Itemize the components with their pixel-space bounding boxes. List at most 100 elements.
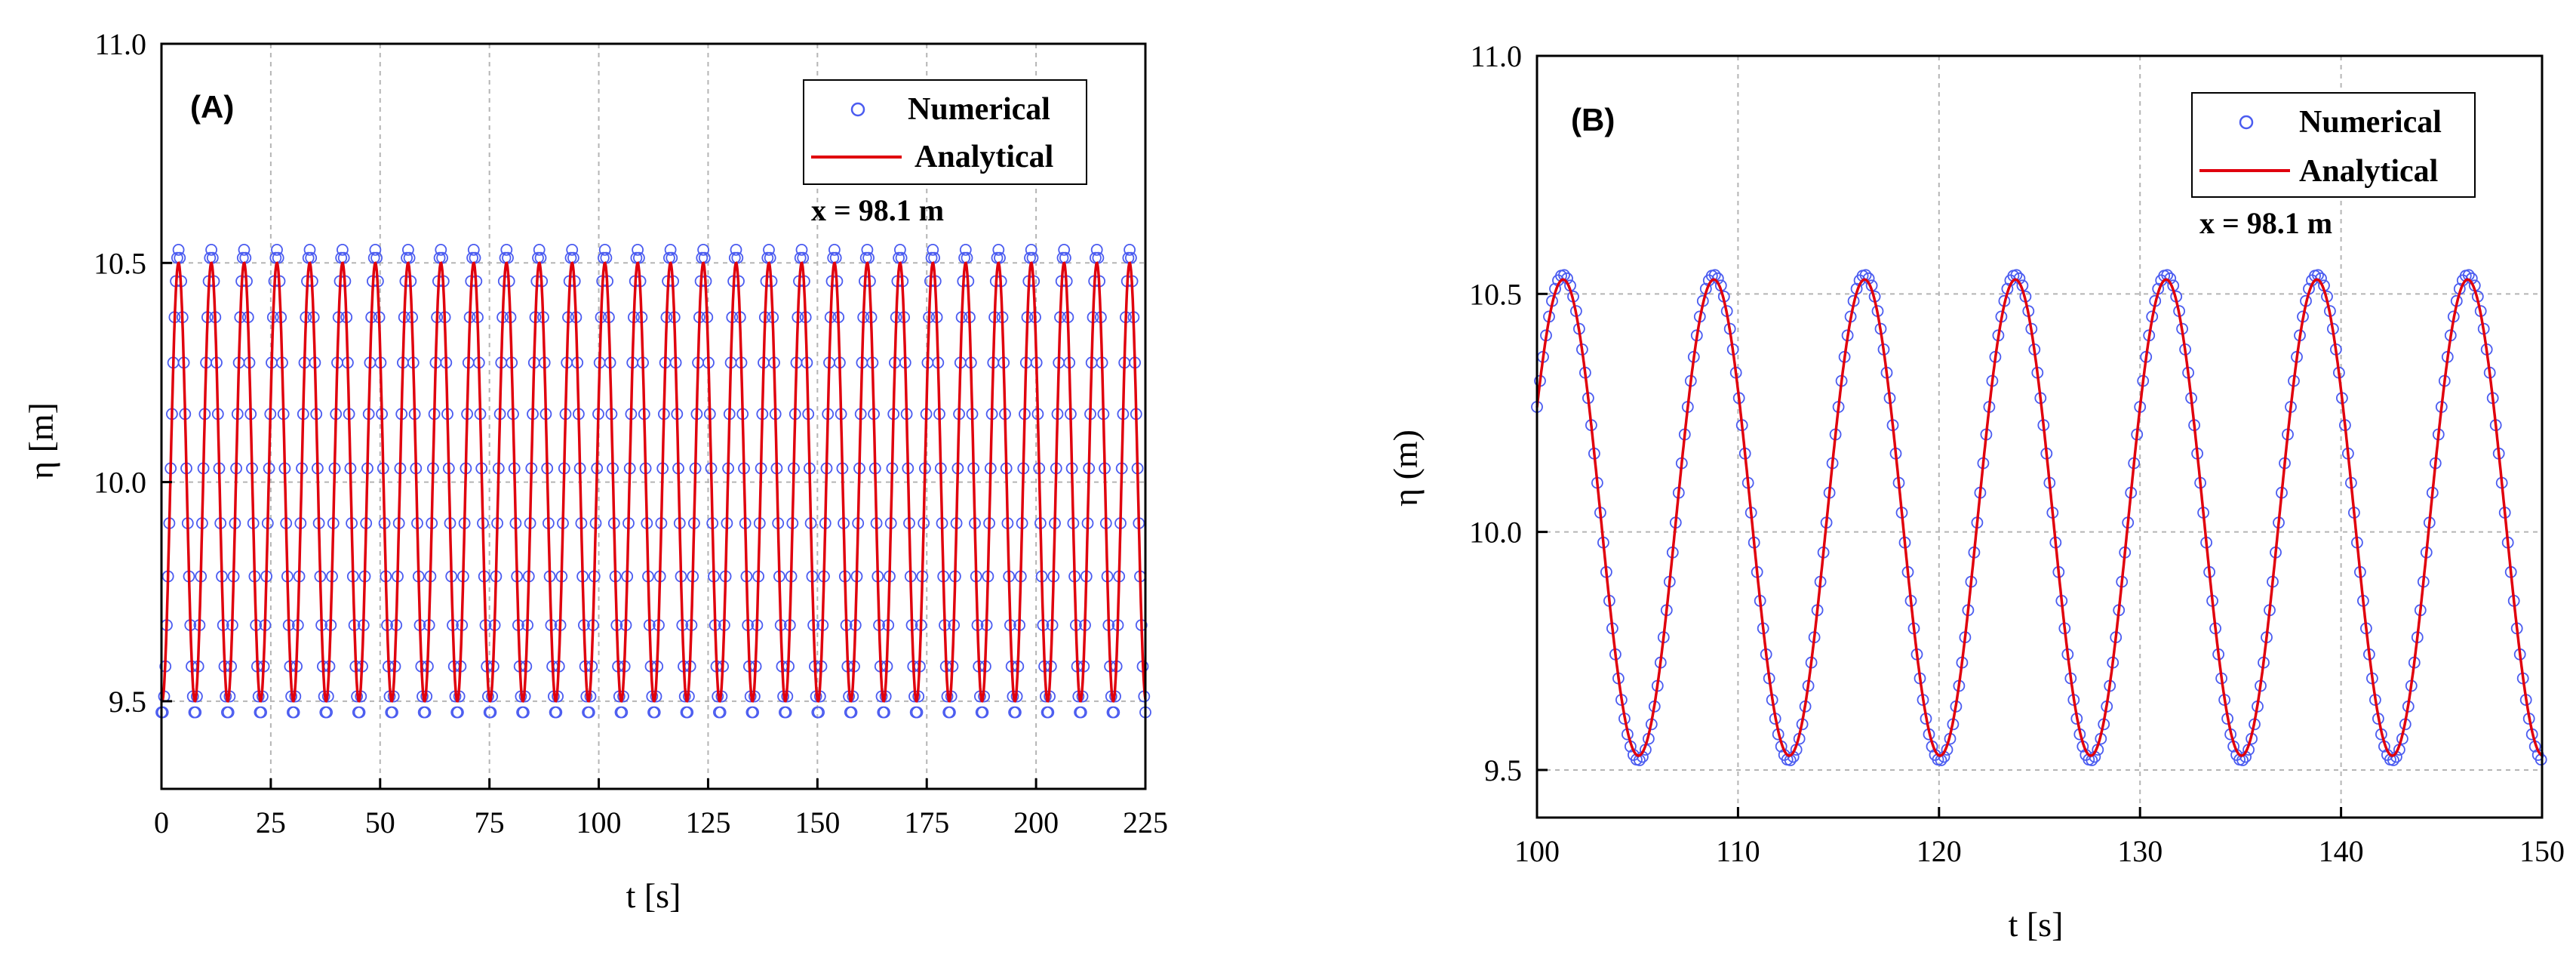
numerical-point-a-514 <box>829 251 842 264</box>
numerical-point-a-663 <box>1025 243 1037 256</box>
numerical-point-a-351 <box>616 706 629 719</box>
y-tick-label-a-0: 9.5 <box>109 685 146 719</box>
numerical-point-a-451 <box>747 706 759 719</box>
numerical-point-a-438 <box>730 243 742 256</box>
numerical-point-a-138 <box>336 243 349 256</box>
numerical-point-a-614 <box>961 251 973 264</box>
numerical-point-a-51 <box>222 706 235 719</box>
y-tick-label-b-3: 11.0 <box>1470 39 1522 73</box>
y-tick-label-a-1: 10.0 <box>94 466 146 500</box>
location-annotation-a: x = 98.1 m <box>811 193 944 227</box>
numerical-point-a-389 <box>666 251 678 264</box>
numerical-point-a-464 <box>764 251 776 264</box>
y-tick-label-b-2: 10.5 <box>1469 277 1522 311</box>
numerical-point-a-413 <box>697 243 709 256</box>
numerical-point-a-139 <box>337 251 350 264</box>
numerical-point-a-676 <box>1042 706 1055 719</box>
x-tick-label-a-2: 50 <box>365 805 395 839</box>
numerical-point-a-89 <box>272 251 284 264</box>
numerical-point-a-313 <box>566 243 579 256</box>
numerical-point-a-39 <box>206 251 219 264</box>
x-tick-label-a-4: 100 <box>576 805 622 839</box>
numerical-point-a-201 <box>419 706 432 719</box>
x-tick-label-b-5: 150 <box>2519 834 2565 868</box>
numerical-point-a-664 <box>1026 251 1039 264</box>
x-tick-label-a-8: 200 <box>1013 805 1059 839</box>
x-tick-label-b-1: 110 <box>1716 834 1760 868</box>
x-tick-label-a-3: 75 <box>475 805 505 839</box>
y-axis-label-b: η (m) <box>1386 430 1425 507</box>
numerical-point-a-526 <box>845 706 858 719</box>
numerical-point-a-263 <box>500 243 513 256</box>
numerical-point-a-88 <box>271 243 283 256</box>
numerical-point-a-564 <box>895 251 908 264</box>
numerical-point-a-113 <box>303 243 316 256</box>
numerical-point-a-38 <box>205 243 218 256</box>
numerical-point-a-538 <box>861 243 874 256</box>
numerical-point-a-264 <box>502 251 514 264</box>
numerical-point-a-13 <box>172 243 185 256</box>
x-tick-label-a-1: 25 <box>256 805 286 839</box>
numerical-point-a-563 <box>894 243 906 256</box>
numerical-point-a-551 <box>878 706 890 719</box>
legend-box-a <box>803 79 1087 185</box>
numerical-point-a-151 <box>353 706 366 719</box>
numerical-point-a-214 <box>436 251 448 264</box>
legend-b: Numerical Analytical <box>2191 92 2476 198</box>
numerical-point-a-388 <box>664 243 677 256</box>
legend-numerical-label-a: Numerical <box>908 92 1050 127</box>
numerical-point-a-188 <box>402 243 414 256</box>
legend-analytical-label-a: Analytical <box>915 140 1053 174</box>
x-tick-label-a-0: 0 <box>154 805 169 839</box>
numerical-point-a-601 <box>944 706 956 719</box>
numerical-point-a-114 <box>305 251 318 264</box>
numerical-point-a-426 <box>714 706 727 719</box>
legend-a: Numerical Analytical <box>803 79 1087 185</box>
numerical-point-a-1 <box>156 706 169 719</box>
chart-panel-a: 0 25 50 75 100 125 150 175 200 225 9.5 10.0 10.5 11.0… <box>22 27 1168 915</box>
numerical-point-a-339 <box>600 251 613 264</box>
numerical-point-a-589 <box>928 251 940 264</box>
y-tick-label-a-3: 11.0 <box>94 27 146 61</box>
x-tick-label-b-3: 130 <box>2117 834 2163 868</box>
x-tick-label-a-5: 125 <box>685 805 730 839</box>
legend-numerical-marker-b <box>2239 115 2254 130</box>
x-axis-label-a: t [s] <box>626 876 681 915</box>
plot-area-a: 0 25 50 75 100 125 150 175 200 225 9.5 10.0 10.5 11.0 <box>94 27 1168 839</box>
numerical-point-a-326 <box>583 706 595 719</box>
numerical-point-a-239 <box>469 251 481 264</box>
y-axis-label-a: η [m] <box>22 402 60 479</box>
numerical-point-a-739 <box>1125 251 1137 264</box>
numerical-point-a-64 <box>239 251 252 264</box>
numerical-point-a-189 <box>403 251 416 264</box>
numerical-point-a-238 <box>467 243 480 256</box>
numerical-point-a-289 <box>534 251 547 264</box>
numerical-point-a-14 <box>174 251 186 264</box>
numerical-point-a-338 <box>598 243 611 256</box>
x-tick-label-a-6: 150 <box>795 805 840 839</box>
numerical-point-a-489 <box>797 251 810 264</box>
numerical-point-a-626 <box>976 706 989 719</box>
numerical-point-a-314 <box>567 251 579 264</box>
numerical-point-a-588 <box>927 243 939 256</box>
x-tick-label-b-2: 120 <box>1917 834 1962 868</box>
numerical-point-a-126 <box>321 706 334 719</box>
numerical-point-a-164 <box>370 251 383 264</box>
axes-frame-a <box>160 42 1147 790</box>
numerical-point-a-301 <box>550 706 563 719</box>
numerical-point-a-488 <box>795 243 808 256</box>
numerical-point-a-539 <box>862 251 875 264</box>
numerical-point-a-688 <box>1058 243 1071 256</box>
numerical-point-a-364 <box>633 251 645 264</box>
numerical-point-a-738 <box>1124 243 1136 256</box>
legend-box-b <box>2191 92 2476 198</box>
analytical-line-b <box>1535 278 2543 757</box>
numerical-point-a-213 <box>435 243 447 256</box>
analytical-line-a <box>160 261 1147 703</box>
numerical-point-a-689 <box>1059 251 1071 264</box>
numerical-point-a-463 <box>763 243 775 256</box>
numerical-point-a-376 <box>648 706 661 719</box>
panel-label-b: (B) <box>1571 102 1615 137</box>
axes-frame-b <box>1535 54 2544 819</box>
